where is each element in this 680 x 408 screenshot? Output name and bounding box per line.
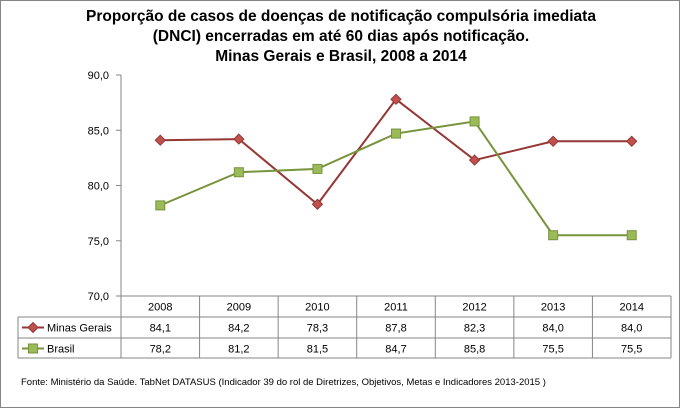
table-value-brasil: 78,2 (150, 344, 171, 356)
data-point-minas-gerais (311, 198, 324, 210)
table-value-minas-gerais: 78,3 (307, 323, 328, 335)
series-line-minas-gerais (160, 97, 632, 206)
table-value-minas-gerais: 82,3 (464, 323, 485, 335)
data-point-minas-gerais (154, 134, 166, 146)
data-point-minas-gerais (468, 154, 481, 166)
data-point-brasil (626, 230, 637, 241)
title-line-1: Proporção de casos de doenças de notific… (86, 8, 596, 25)
source-note: Fonte: Ministério da Saúde. TabNet DATAS… (21, 377, 546, 388)
y-tick-label: 80,0 (88, 181, 109, 193)
title-line-2: (DNCI) encerradas em até 60 dias após no… (152, 28, 530, 45)
x-category-label: 2008 (148, 302, 172, 314)
data-point-minas-gerais (27, 321, 39, 334)
chart-title: Proporção de casos de doenças de notific… (1, 7, 679, 67)
table-value-brasil: 84,7 (385, 344, 406, 356)
data-point-minas-gerais (626, 135, 638, 148)
data-point-brasil (28, 343, 38, 354)
table-value-minas-gerais: 84,1 (150, 323, 171, 335)
y-tick-label: 85,0 (88, 125, 109, 137)
data-point-minas-gerais (547, 135, 559, 148)
table-value-brasil: 75,5 (542, 344, 563, 356)
x-category-label: 2014 (619, 302, 643, 314)
x-category-label: 2011 (384, 302, 408, 314)
title-line-3: Minas Gerais e Brasil, 2008 a 2014 (215, 48, 467, 65)
table-value-brasil: 85,8 (464, 344, 485, 356)
x-category-label: 2012 (462, 302, 486, 314)
legend-label-brasil: Brasil (47, 344, 75, 356)
data-point-minas-gerais (233, 133, 245, 145)
data-point-minas-gerais (390, 93, 402, 106)
y-tick-label: 70,0 (88, 291, 109, 303)
data-point-brasil (155, 200, 166, 211)
x-category-label: 2010 (305, 302, 329, 314)
x-category-label: 2009 (227, 302, 251, 314)
data-point-brasil (391, 128, 401, 139)
data-point-brasil (312, 163, 323, 174)
y-tick-label: 90,0 (88, 70, 109, 82)
data-point-brasil (548, 230, 559, 241)
table-value-brasil: 81,2 (228, 344, 249, 356)
table-value-brasil: 81,5 (307, 344, 328, 356)
data-point-brasil (469, 116, 480, 127)
table-value-minas-gerais: 87,8 (385, 323, 406, 335)
data-point-brasil (233, 167, 244, 178)
table-value-minas-gerais: 84,0 (621, 323, 642, 335)
table-value-minas-gerais: 84,2 (228, 323, 249, 335)
table-value-brasil: 75,5 (621, 344, 642, 356)
y-tick-label: 75,0 (88, 236, 109, 248)
legend-label-minas-gerais: Minas Gerais (47, 323, 112, 335)
x-category-label: 2013 (541, 302, 565, 314)
table-value-minas-gerais: 84,0 (542, 323, 563, 335)
